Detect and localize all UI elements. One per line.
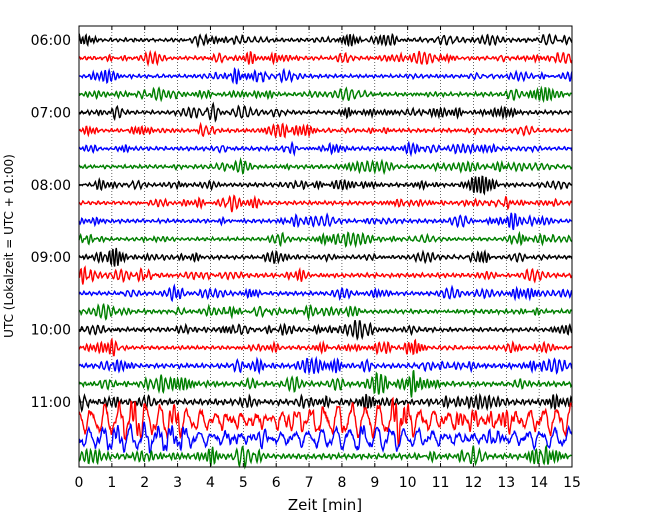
y-tick-label: 08:00	[31, 178, 71, 194]
y-tick-label: 07:00	[31, 105, 71, 121]
x-tick-label: 6	[272, 475, 281, 491]
y-tick-label: 11:00	[31, 395, 71, 411]
y-tick-label: 06:00	[31, 33, 71, 49]
trace-line	[78, 67, 573, 85]
trace-line	[78, 421, 573, 454]
trace-line	[78, 101, 573, 123]
trace-line	[78, 156, 573, 176]
trace-line	[78, 337, 573, 357]
traces	[78, 32, 573, 470]
x-tick-label: 3	[173, 475, 182, 491]
trace-line	[78, 392, 573, 414]
trace-line	[78, 49, 573, 67]
y-tick-label: 09:00	[31, 250, 71, 266]
trace-line	[78, 265, 573, 285]
trace-line	[78, 32, 573, 49]
trace-line	[78, 212, 573, 231]
trace-line	[78, 355, 573, 375]
x-axis: 0 1 2 3 4 5 6 7 8 9 10 11 12 13 14 15	[75, 26, 581, 491]
x-tick-label: 7	[305, 475, 314, 491]
trace-line	[78, 175, 573, 196]
trace-line	[78, 247, 573, 267]
x-tick-label: 11	[432, 475, 450, 491]
trace-line	[78, 85, 573, 104]
x-tick-label: 13	[497, 475, 515, 491]
trace-line	[78, 121, 573, 139]
trace-line	[78, 396, 573, 448]
x-tick-label: 9	[370, 475, 379, 491]
y-axis: 06:00 07:00 08:00 09:00 10:00 11:00	[31, 33, 83, 411]
y-tick-label: 10:00	[31, 323, 71, 339]
trace-line	[78, 302, 573, 322]
trace-line	[78, 443, 572, 470]
x-tick-label: 5	[239, 475, 248, 491]
y-axis-label: UTC (Lokalzeit = UTC + 01:00)	[2, 154, 16, 338]
x-tick-label: 12	[464, 475, 482, 491]
trace-line	[78, 194, 573, 213]
trace-line	[78, 283, 573, 303]
trace-line	[78, 140, 573, 158]
x-tick-label: 14	[530, 475, 548, 491]
x-axis-label: Zeit [min]	[288, 496, 362, 514]
x-tick-label: 10	[399, 475, 417, 491]
x-tick-label: 4	[206, 475, 215, 491]
x-tick-label: 2	[140, 475, 149, 491]
plot-frame	[78, 25, 573, 468]
trace-line	[78, 320, 573, 341]
x-tick-label: 8	[337, 475, 346, 491]
trace-line	[78, 230, 573, 249]
x-tick-label: 15	[563, 475, 581, 491]
x-tick-label: 0	[75, 475, 84, 491]
trace-line	[78, 370, 573, 398]
x-tick-label: 1	[107, 475, 116, 491]
